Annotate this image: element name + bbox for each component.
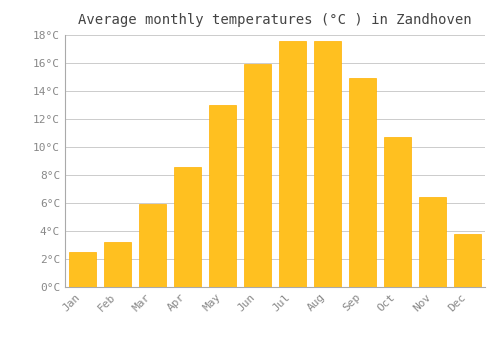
Bar [174,167,201,287]
Bar [314,41,340,287]
Bar [280,41,305,287]
Bar [70,252,96,287]
Bar [350,78,376,287]
Bar [244,64,270,287]
Title: Average monthly temperatures (°C ) in Zandhoven: Average monthly temperatures (°C ) in Za… [78,13,472,27]
Bar [140,204,166,287]
Bar [104,242,130,287]
Bar [210,105,236,287]
Bar [384,137,410,287]
Bar [454,234,480,287]
Bar [420,197,446,287]
